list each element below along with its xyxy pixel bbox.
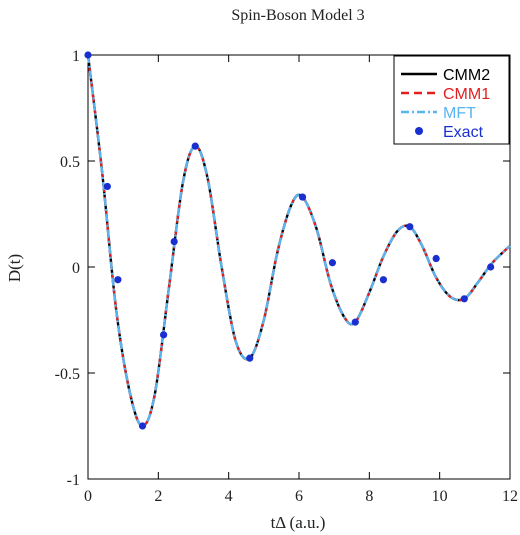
x-tick-label: 0 [84,488,92,505]
legend-swatch-exact [415,127,423,135]
data-point-exact [460,295,468,303]
data-point-exact [298,193,307,201]
legend-label-cmm2: CMM2 [443,67,490,84]
y-tick-label: 0 [72,260,80,277]
data-point-exact [114,276,122,284]
y-tick-label: -0.5 [55,366,80,383]
data-point-exact [328,259,337,267]
data-point-exact [379,276,387,284]
x-tick-label: 12 [502,488,518,505]
data-point-exact [191,142,199,150]
y-tick-label: 1 [72,48,80,65]
data-point-exact [170,237,178,246]
x-tick-label: 8 [365,488,373,505]
x-tick-label: 2 [154,488,162,505]
y-axis-label: D(t) [5,254,24,282]
x-tick-label: 4 [225,488,233,505]
y-tick-label: -1 [67,472,80,489]
data-point-exact [138,422,147,430]
y-axis: 1 0.5 0 -0.5 -1 [55,48,510,489]
x-axis: 0 2 4 6 8 10 12 [84,55,518,505]
plot-area [84,51,511,430]
chart-title: Spin-Boson Model 3 [231,7,364,24]
legend-label-exact: Exact [443,124,484,141]
legend: CMM2 CMM1 MFT Exact [393,55,510,145]
data-point-exact [160,331,168,339]
x-axis-label: tΔ (a.u.) [271,513,326,532]
data-point-exact [432,254,440,263]
data-point-exact [84,51,92,59]
x-tick-label: 10 [432,488,448,505]
legend-box [393,55,510,145]
x-tick-label: 6 [295,488,303,505]
data-point-exact [406,223,414,231]
legend-label-mft: MFT [443,105,476,122]
data-point-exact [487,263,495,271]
y-tick-label: 0.5 [60,154,80,171]
legend-label-cmm1: CMM1 [443,86,490,103]
data-point-exact [103,182,111,191]
data-point-exact [246,354,254,362]
data-point-exact [351,318,359,326]
series-line-mft [86,54,511,428]
